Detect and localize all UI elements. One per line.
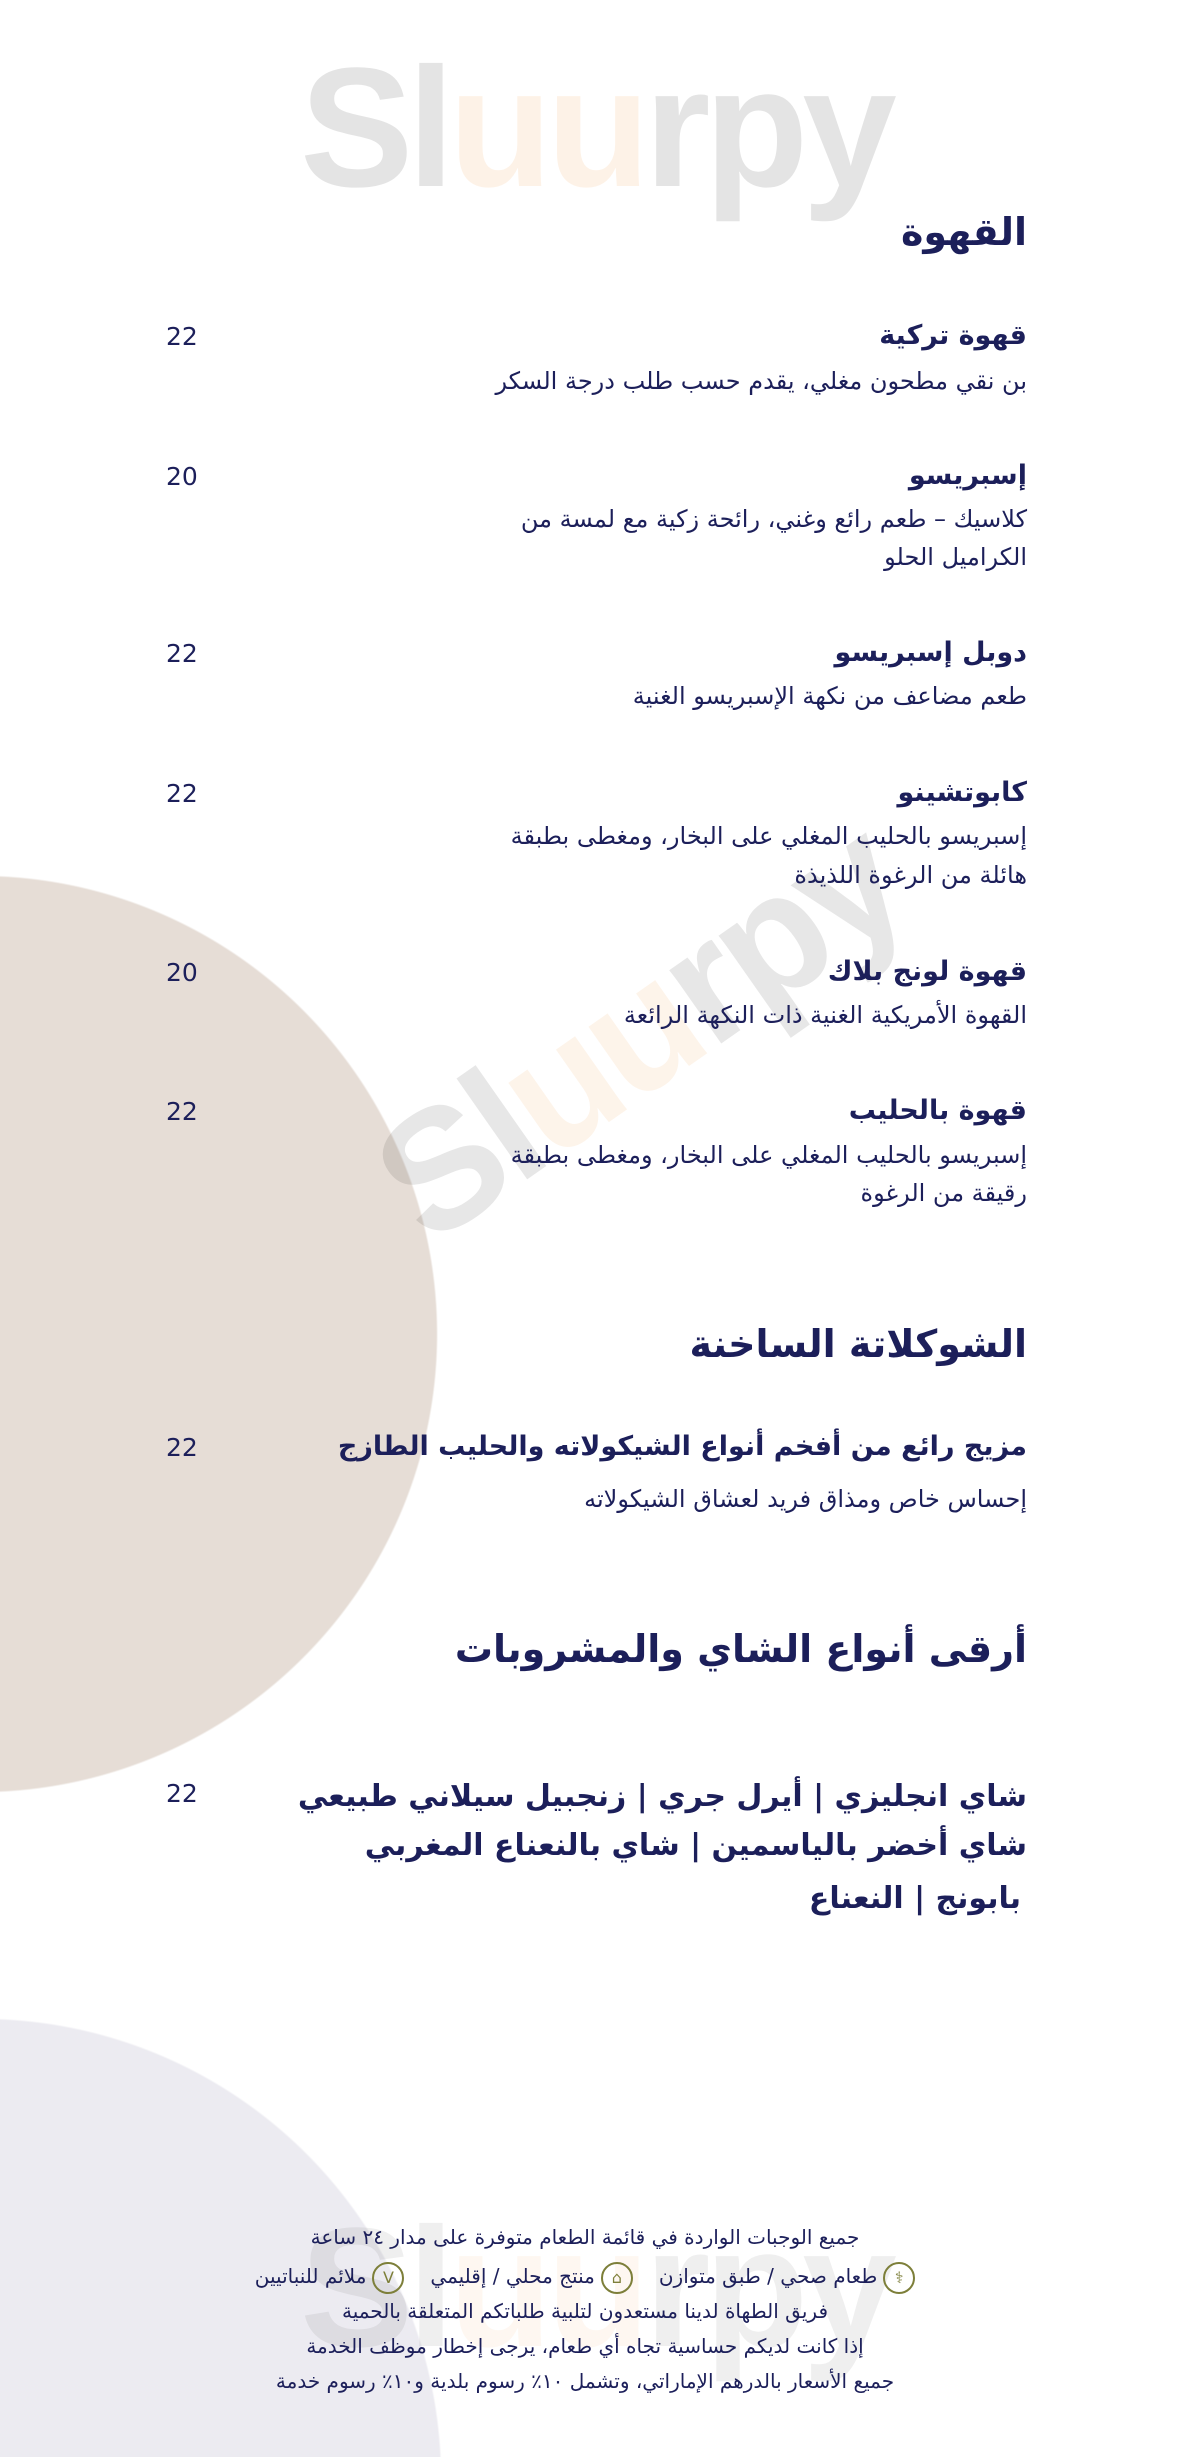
- stethoscope-icon: ⚕: [883, 2261, 916, 2294]
- item-price: 20: [166, 462, 198, 491]
- item-name: قهوة لونج بلاك: [827, 956, 1027, 987]
- decorative-grey-circle: [0, 2018, 442, 2457]
- item-price: 22: [166, 322, 198, 351]
- footer-notes: جميع الوجبات الواردة في قائمة الطعام متو…: [150, 2220, 1020, 2399]
- legend-label: منتج محلي / إقليمي: [430, 2264, 595, 2288]
- item-description: القهوة الأمريكية الغنية ذات النكهة الرائ…: [623, 1001, 1027, 1029]
- prices-note: جميع الأسعار بالدرهم الإماراتي، وتشمل ١٠…: [275, 2369, 895, 2393]
- item-description: إحساس خاص ومذاق فريد لعشاق الشيكولاته: [584, 1485, 1027, 1513]
- item-name: مزيج رائع من أفخم أنواع الشيكولاته والحل…: [337, 1431, 1027, 1462]
- section-title-hot-chocolate: الشوكلاتة الساخنة: [689, 1322, 1027, 1366]
- item-price: 22: [166, 779, 198, 808]
- legend-label: طعام صحي / طبق متوازن: [658, 2264, 878, 2288]
- decorative-beige-circle: [0, 875, 440, 1793]
- item-description: هائلة من الرغوة اللذيذة: [794, 861, 1027, 889]
- tea-line: شاي أخضر بالياسمين | شاي بالنعناع المغرب…: [364, 1828, 1027, 1863]
- section-title-coffee: القهوة: [901, 210, 1027, 254]
- item-price: 22: [166, 1097, 198, 1126]
- legend-label: ملائم للنباتيين: [254, 2264, 367, 2288]
- vegan-v-icon: V: [372, 2261, 405, 2294]
- sluurpy-watermark-logo: Sluurpy: [300, 33, 897, 223]
- item-price: 22: [166, 1433, 198, 1462]
- item-price: 20: [166, 958, 198, 987]
- section-title-tea: أرقى أنواع الشاي والمشروبات: [454, 1627, 1027, 1671]
- legend-item: ⚕طعام صحي / طبق متوازن: [658, 2259, 916, 2294]
- item-description: إسبريسو بالحليب المغلي على البخار، ومغطى…: [510, 1141, 1027, 1169]
- item-name: قهوة تركية: [879, 320, 1027, 351]
- local-house-icon: ⌂: [600, 2261, 633, 2294]
- item-description: طعم مضاعف من نكهة الإسبريسو الغنية: [632, 682, 1027, 710]
- item-price: 22: [166, 1779, 198, 1808]
- item-name: قهوة بالحليب: [848, 1095, 1027, 1126]
- legend-item: Vملائم للنباتيين: [255, 2259, 405, 2294]
- item-description: كلاسيك – طعم رائع وغني، رائحة زكية مع لم…: [520, 505, 1027, 533]
- tea-line: بابونج | النعناع: [808, 1881, 1021, 1916]
- item-description: الكراميل الحلو: [884, 543, 1027, 571]
- sluurpy-watermark-logo: Sluurpy: [300, 2193, 897, 2383]
- dietary-legend: ⚕طعام صحي / طبق متوازن ⌂منتج محلي / إقلي…: [150, 2259, 1020, 2294]
- item-name: كابوتشينو: [897, 777, 1028, 808]
- diet-note: فريق الطهاة لدينا مستعدون لتلبية طلباتكم…: [341, 2299, 829, 2323]
- legend-item: ⌂منتج محلي / إقليمي: [430, 2259, 633, 2294]
- item-name: دوبل إسبريسو: [834, 637, 1027, 668]
- item-description: إسبريسو بالحليب المغلي على البخار، ومغطى…: [510, 822, 1027, 850]
- item-price: 22: [166, 639, 198, 668]
- allergy-note: إذا كانت لديكم حساسية تجاه أي طعام، يرجى…: [306, 2334, 864, 2358]
- item-name: إسبريسو: [908, 460, 1027, 491]
- tea-line: شاي انجليزي | أيرل جري | زنجبيل سيلاني ط…: [297, 1779, 1027, 1814]
- item-description: بن نقي مطحون مغلي، يقدم حسب طلب درجة الس…: [495, 367, 1027, 395]
- availability-note: جميع الوجبات الواردة في قائمة الطعام متو…: [310, 2225, 860, 2249]
- item-description: رقيقة من الرغوة: [860, 1179, 1027, 1207]
